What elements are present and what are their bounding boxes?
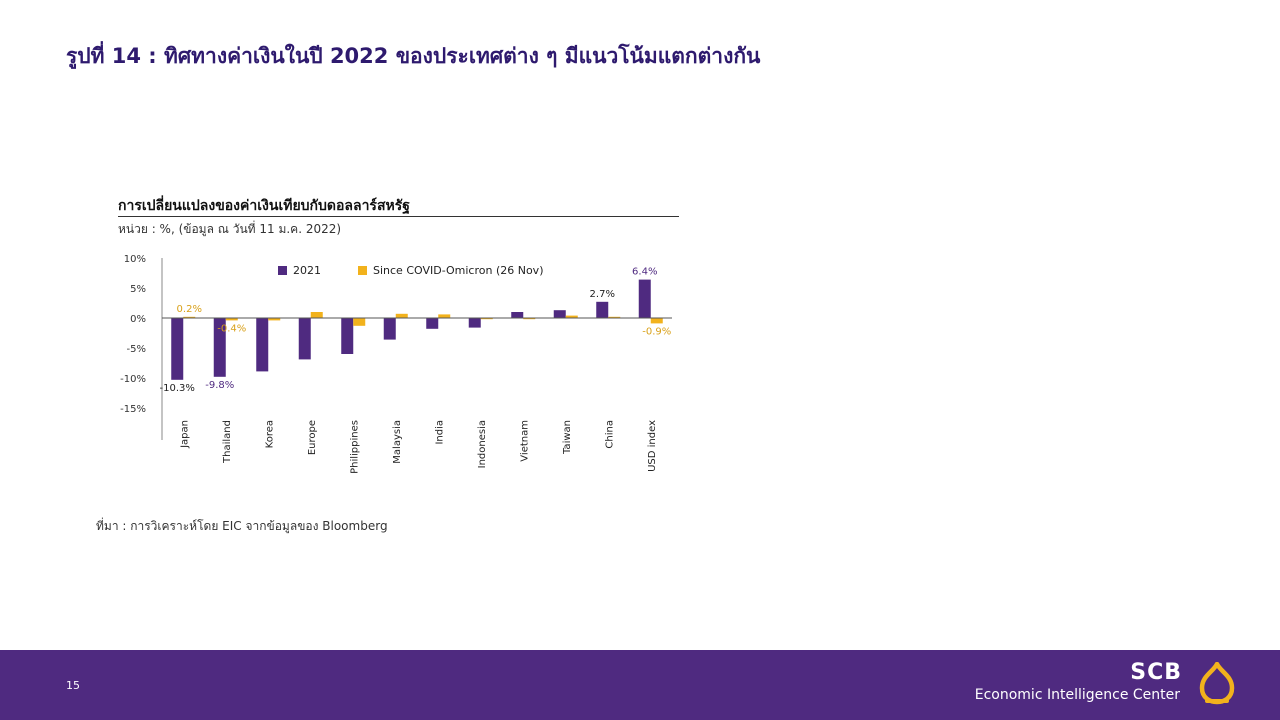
x-category-label: Taiwan	[562, 420, 573, 455]
data-label: -0.9%	[642, 326, 671, 337]
bar-since-omicron	[480, 318, 493, 320]
x-category-label: USD index	[647, 420, 658, 472]
bar-2021	[638, 279, 651, 318]
x-category-label: Malaysia	[392, 420, 403, 464]
slide-title: รูปที่ 14 : ทิศทางค่าเงินในปี 2022 ของปร…	[66, 44, 761, 68]
bar-2021	[553, 310, 566, 318]
bar-2021	[213, 318, 226, 377]
page-number: 15	[66, 679, 80, 692]
x-category-label: Japan	[179, 420, 190, 449]
legend-label: 2021	[293, 264, 321, 277]
x-category-label: Europe	[307, 420, 318, 455]
bar-since-omicron	[650, 318, 663, 324]
chart-title-rule	[118, 216, 679, 217]
bar-since-omicron	[523, 318, 536, 320]
bar-2021	[298, 318, 311, 360]
bar-2021	[171, 318, 184, 380]
legend-label: Since COVID-Omicron (26 Nov)	[373, 264, 543, 277]
source-note: ที่มา : การวิเคราะห์โดย EIC จากข้อมูลของ…	[96, 519, 388, 533]
y-tick-label: 5%	[130, 284, 146, 295]
bar-since-omicron	[183, 316, 196, 318]
bar-2021	[383, 318, 396, 340]
x-category-label: India	[434, 420, 445, 445]
y-tick-label: -5%	[127, 344, 146, 355]
data-label: -10.3%	[160, 383, 195, 394]
y-tick-label: -15%	[120, 404, 146, 415]
bar-2021	[341, 318, 354, 354]
x-category-label: Indonesia	[477, 420, 488, 468]
brand-tagline: Economic Intelligence Center	[974, 687, 1180, 703]
legend-swatch	[278, 266, 287, 275]
legend-swatch	[358, 266, 367, 275]
y-tick-label: -10%	[120, 374, 146, 385]
y-tick-label: 10%	[124, 254, 146, 265]
x-category-label: Korea	[264, 420, 275, 448]
x-category-label: Philippines	[349, 420, 360, 474]
bar-2021	[256, 318, 269, 372]
data-label: 2.7%	[590, 289, 615, 300]
scb-lotus-logo-icon	[1199, 662, 1235, 705]
footer-bar: 15 SCB Economic Intelligence Center	[0, 650, 1280, 720]
data-label: 6.4%	[632, 267, 657, 278]
bar-2021	[468, 318, 481, 328]
chart-subtitle: หน่วย : %, (ข้อมูล ณ วันที่ 11 ม.ค. 2022…	[118, 222, 342, 236]
y-tick-label: 0%	[130, 314, 146, 325]
bar-2021	[511, 312, 524, 318]
x-category-label: Thailand	[222, 420, 233, 464]
bar-since-omicron	[438, 314, 451, 318]
x-category-label: China	[604, 420, 615, 449]
bar-since-omicron	[565, 315, 578, 318]
x-category-label: Vietnam	[519, 420, 530, 462]
bar-2021	[596, 301, 609, 318]
data-label: -0.4%	[217, 323, 246, 334]
bar-since-omicron	[225, 318, 238, 321]
bar-2021	[426, 318, 439, 329]
chart-title: การเปลี่ยนแปลงของค่าเงินเทียบกับดอลลาร์ส…	[118, 198, 410, 214]
bar-since-omicron	[268, 318, 281, 321]
bar-since-omicron	[353, 318, 366, 326]
bar-since-omicron	[395, 313, 408, 318]
data-label: -9.8%	[205, 380, 234, 391]
bar-since-omicron	[608, 316, 621, 318]
data-label: 0.2%	[177, 304, 202, 315]
bar-since-omicron	[310, 312, 323, 318]
brand-name: SCB	[1130, 660, 1182, 685]
